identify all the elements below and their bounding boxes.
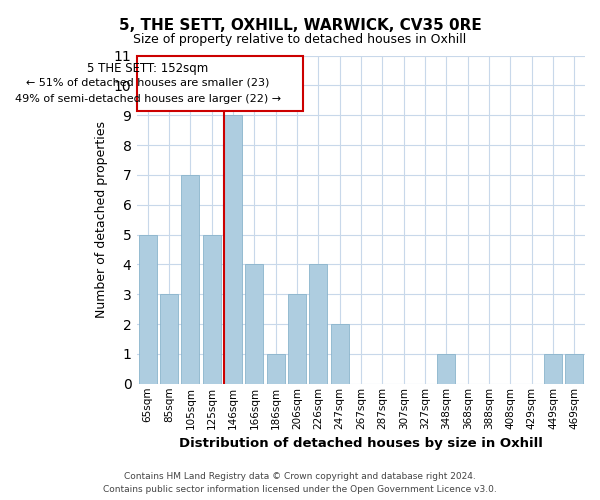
Bar: [139, 234, 157, 384]
Bar: [331, 324, 349, 384]
Bar: [565, 354, 583, 384]
Bar: [437, 354, 455, 384]
X-axis label: Distribution of detached houses by size in Oxhill: Distribution of detached houses by size …: [179, 437, 543, 450]
Text: 5 THE SETT: 152sqm: 5 THE SETT: 152sqm: [87, 62, 208, 76]
Bar: [181, 175, 199, 384]
Bar: [266, 354, 285, 384]
Text: 5, THE SETT, OXHILL, WARWICK, CV35 0RE: 5, THE SETT, OXHILL, WARWICK, CV35 0RE: [119, 18, 481, 32]
Text: 49% of semi-detached houses are larger (22) →: 49% of semi-detached houses are larger (…: [14, 94, 281, 104]
Bar: [309, 264, 328, 384]
FancyBboxPatch shape: [137, 56, 304, 110]
Bar: [224, 115, 242, 384]
Y-axis label: Number of detached properties: Number of detached properties: [95, 121, 108, 318]
Text: Contains HM Land Registry data © Crown copyright and database right 2024.
Contai: Contains HM Land Registry data © Crown c…: [103, 472, 497, 494]
Bar: [245, 264, 263, 384]
Bar: [203, 234, 221, 384]
Text: ← 51% of detached houses are smaller (23): ← 51% of detached houses are smaller (23…: [26, 78, 269, 88]
Bar: [160, 294, 178, 384]
Text: Size of property relative to detached houses in Oxhill: Size of property relative to detached ho…: [133, 32, 467, 46]
Bar: [544, 354, 562, 384]
Bar: [288, 294, 306, 384]
